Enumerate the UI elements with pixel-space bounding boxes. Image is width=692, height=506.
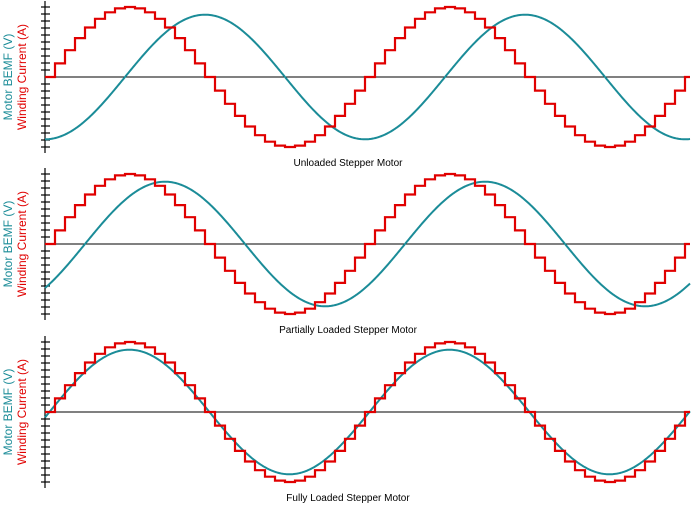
winding-current-steps [45,172,690,316]
panel-2: Motor BEMF (V) Winding Current (A) Partial… [1,168,691,336]
y-label-bemf: Motor BEMF (V) [1,201,15,288]
panel-caption: Unloaded Stepper Motor [294,158,404,169]
bemf-curve [44,348,691,476]
y-label-bemf: Motor BEMF (V) [1,369,15,456]
y-label-current: Winding Current (A) [15,24,29,130]
y-label-current: Winding Current (A) [15,359,29,465]
bemf-curve [44,13,691,141]
y-label-bemf: Motor BEMF (V) [1,34,15,121]
bemf-curve [44,180,691,308]
panel-3: Motor BEMF (V) Winding Current (A) Fully L… [1,336,691,504]
winding-current-steps [45,340,690,484]
panel-caption: Fully Loaded Stepper Motor [286,493,410,504]
panel-1: Motor BEMF (V) Winding Current (A) Unloade… [1,1,691,169]
panel-caption: Partially Loaded Stepper Motor [279,325,418,336]
winding-current-steps [45,5,690,149]
y-label-current: Winding Current (A) [15,191,29,297]
